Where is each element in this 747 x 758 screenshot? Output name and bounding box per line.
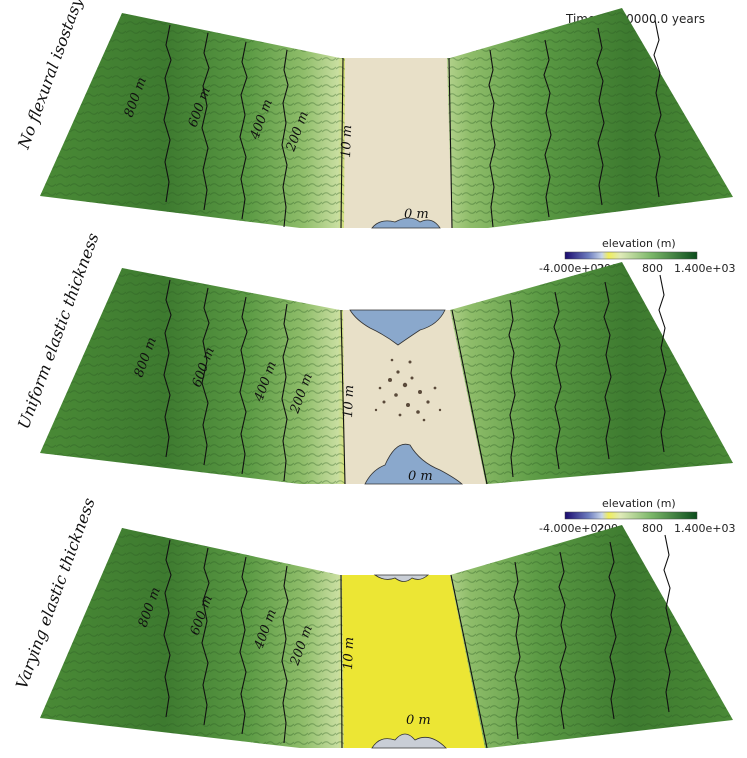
contour-label-10: 10 m bbox=[341, 637, 357, 671]
contour-label-0: 0 m bbox=[404, 207, 429, 222]
contour-label-0: 0 m bbox=[406, 713, 431, 728]
contour-label-10: 10 m bbox=[339, 125, 355, 159]
basin-water-north bbox=[349, 309, 446, 346]
colorbar-tick-max: 1.400e+03 bbox=[674, 262, 735, 275]
panel-varying-elastic-thickness: 800 m 600 m 400 m 200 m 10 m 0 m Varying… bbox=[12, 495, 733, 749]
panel-no-flexural-isostasy: 800 m 600 m 400 m 200 m 10 m 0 m No flex… bbox=[14, 0, 733, 229]
basin-water-south bbox=[364, 443, 464, 485]
contour-label-10: 10 m bbox=[341, 385, 357, 419]
basin-sediment bbox=[342, 575, 485, 748]
basin-floor bbox=[344, 58, 452, 228]
basin-water-patch bbox=[371, 217, 441, 229]
colorbar-title: elevation (m) bbox=[602, 497, 676, 510]
colorbar-gradient bbox=[564, 511, 698, 520]
colorbar-title: elevation (m) bbox=[602, 237, 676, 250]
contour-lines bbox=[163, 274, 667, 485]
basin-islands bbox=[374, 358, 442, 422]
contour-label-0: 0 m bbox=[408, 469, 433, 484]
basin-floor bbox=[343, 310, 486, 484]
panel-uniform-elastic-thickness: 800 m 600 m 400 m 200 m 10 m 0 m Uniform… bbox=[14, 230, 733, 485]
contour-lines bbox=[163, 534, 672, 749]
colorbar-tick-800: 800 bbox=[642, 262, 663, 275]
colorbar: elevation (m) -4.000e+02 200 800 1.400e+… bbox=[539, 497, 735, 535]
basin-water-south bbox=[371, 733, 447, 749]
contour-lines bbox=[163, 19, 662, 229]
colorbar-tick-800: 800 bbox=[642, 522, 663, 535]
colorbar-tick-max: 1.400e+03 bbox=[674, 522, 735, 535]
colorbar-tick-min: -4.000e+02 bbox=[539, 522, 604, 535]
colorbar-gradient bbox=[564, 251, 698, 260]
basin-water-north bbox=[373, 574, 430, 582]
colorbar: elevation (m) -4.000e+02 200 800 1.400e+… bbox=[539, 237, 735, 275]
